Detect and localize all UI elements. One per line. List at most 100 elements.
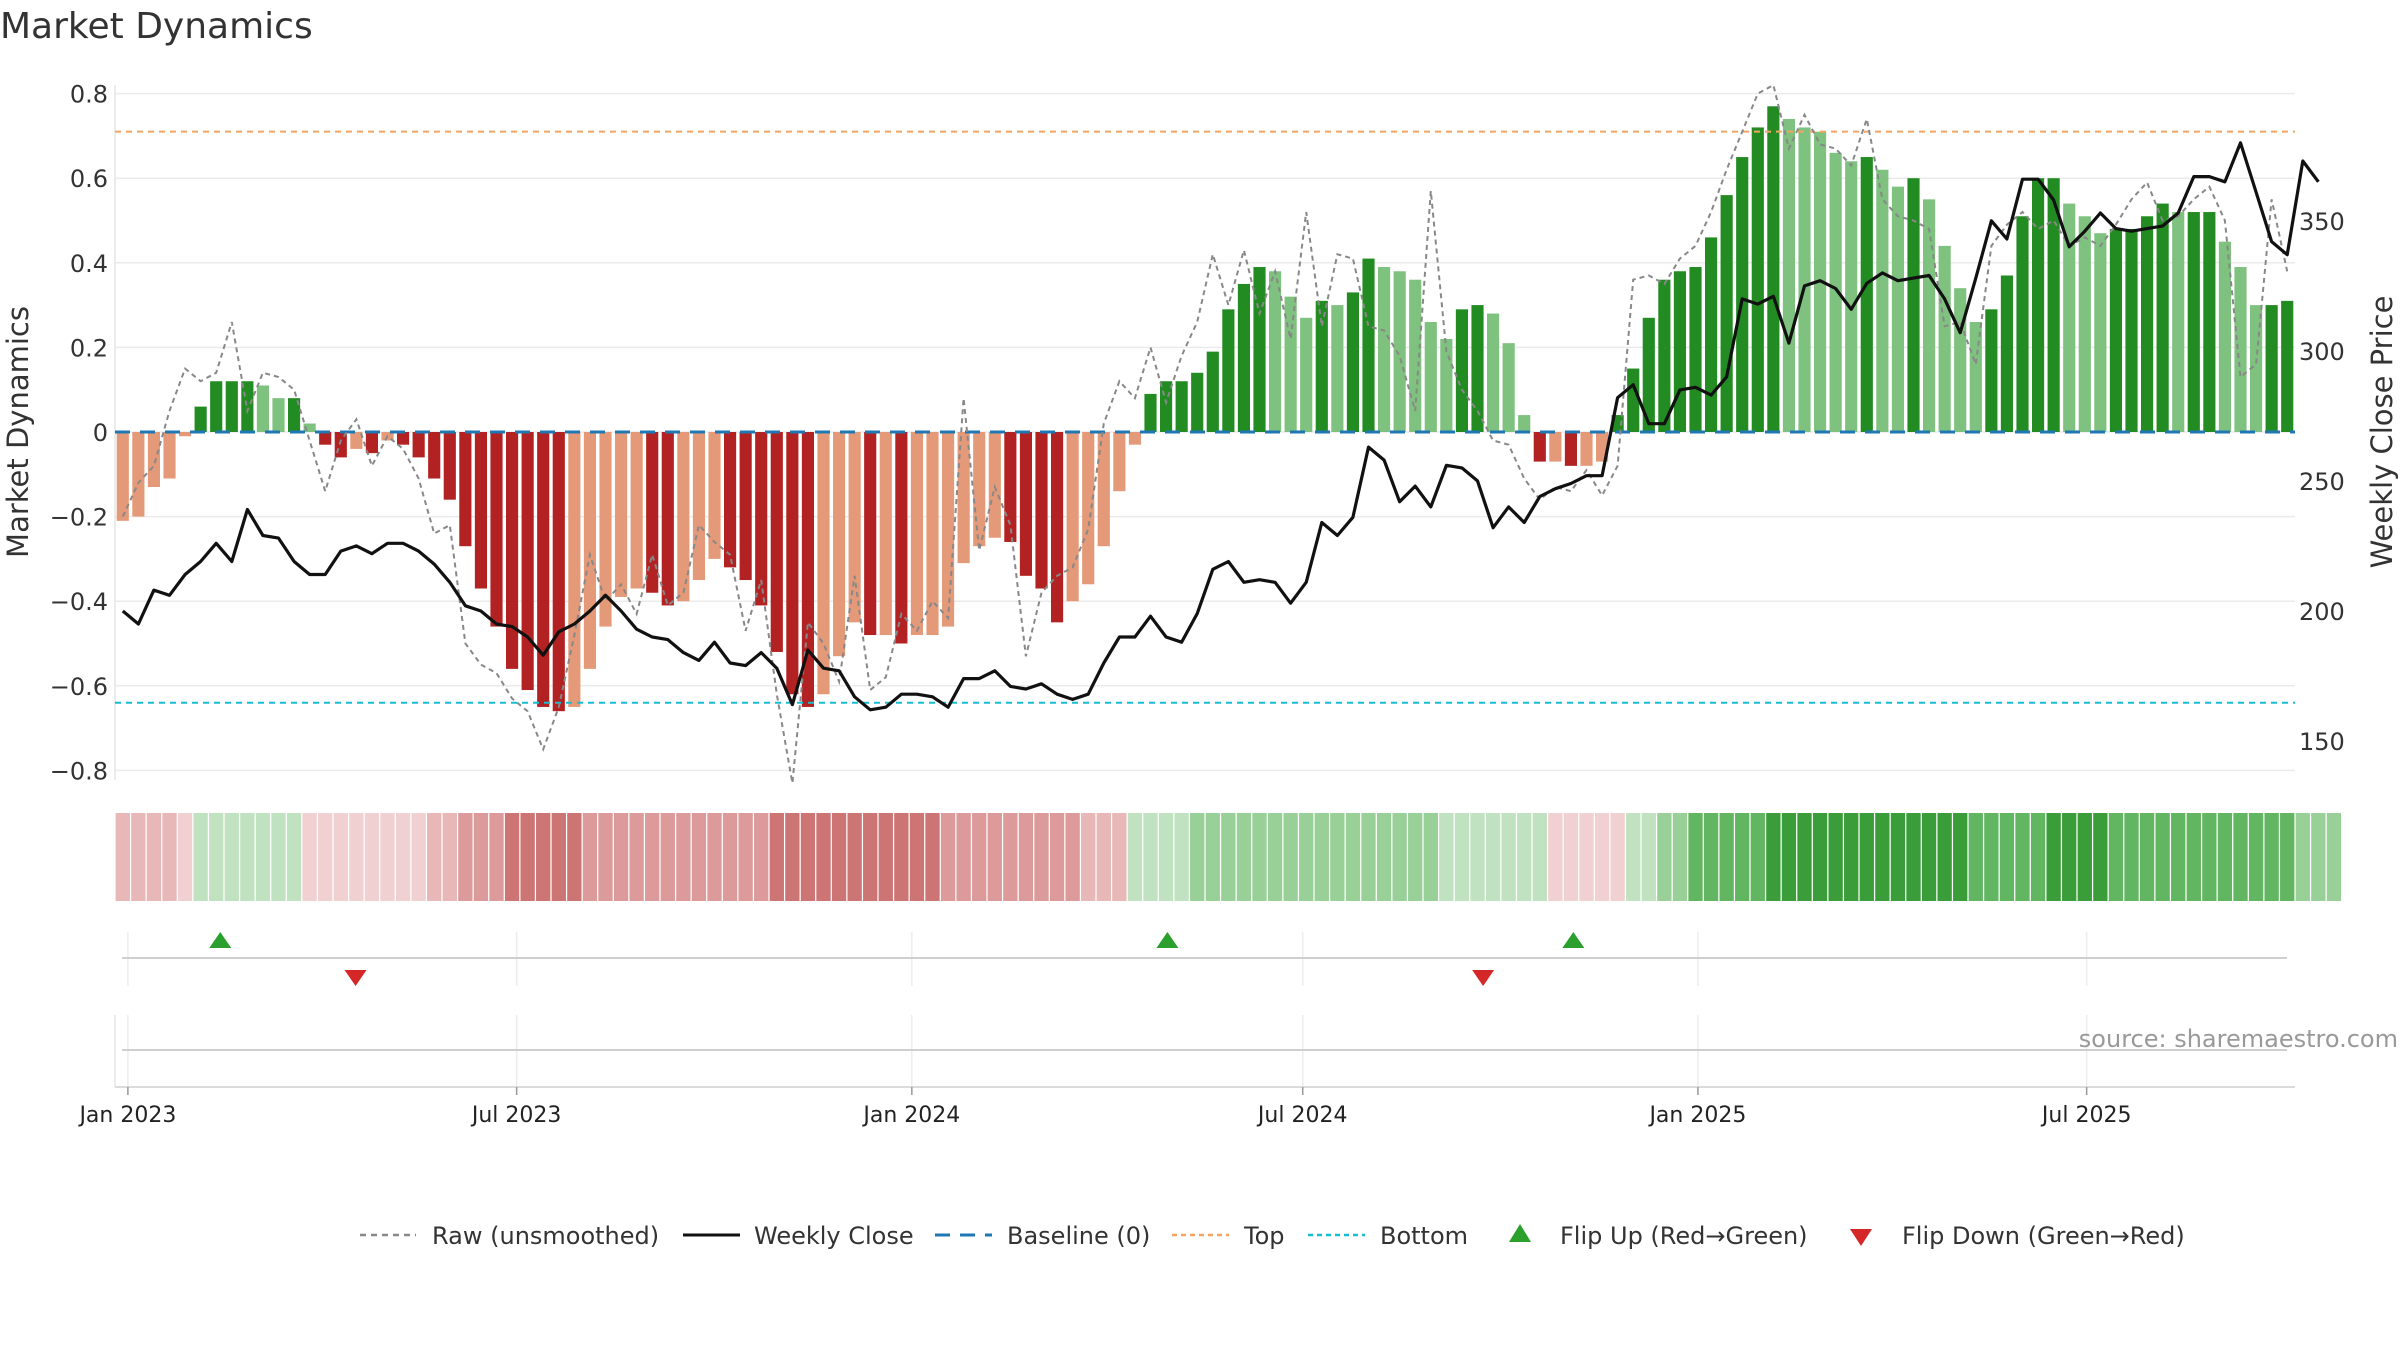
regime-cell (660, 813, 675, 901)
dynamics-bar (1160, 381, 1173, 432)
dynamics-bar (1471, 305, 1484, 432)
regime-cell (2077, 813, 2092, 901)
regime-cell (458, 813, 473, 901)
regime-cell (1174, 813, 1189, 901)
regime-cell (1501, 813, 1516, 901)
dynamics-bar (957, 432, 970, 564)
regime-cell (1719, 813, 1734, 901)
legend: Raw (unsmoothed) Weekly Close Baseline (… (360, 1222, 2185, 1250)
dynamics-bar (537, 432, 550, 707)
dynamics-bar (2016, 216, 2029, 432)
dynamics-bar (864, 432, 877, 636)
dynamics-bar (1705, 237, 1718, 432)
regime-cell (722, 813, 738, 901)
regime-cell (972, 813, 987, 901)
dynamics-bar (2265, 305, 2278, 432)
dynamics-bar (1518, 415, 1531, 432)
dynamics-bar (1362, 258, 1375, 432)
dynamics-bar (303, 423, 316, 432)
dynamics-bar (770, 432, 783, 652)
dynamics-bar (1237, 283, 1251, 432)
dynamics-bar (459, 432, 472, 547)
regime-cell (1672, 813, 1688, 901)
regime-cell (380, 813, 395, 901)
regime-cell (442, 813, 457, 901)
threshold-lines (115, 130, 2295, 704)
dynamics-bar (1782, 118, 1796, 432)
regime-cell (1844, 813, 1859, 901)
regime-cell (1392, 813, 1407, 901)
regime-cell (1408, 813, 1423, 901)
regime-cell (2108, 813, 2124, 901)
dynamics-bar (1346, 292, 1360, 432)
dynamics-bar (1487, 313, 1500, 432)
y2-tick-label: 150 (2299, 728, 2345, 756)
regime-cell (754, 813, 769, 901)
regime-cell (1158, 813, 1174, 901)
regime-cell (240, 813, 255, 901)
regime-cell (1376, 813, 1392, 901)
regime-cell (598, 813, 613, 901)
dynamics-bar (739, 432, 752, 581)
dynamics-bar (272, 398, 285, 432)
regime-cell (738, 813, 753, 901)
regime-cell (255, 813, 271, 901)
regime-cell (1859, 813, 1874, 901)
dynamics-bar (1378, 267, 1391, 432)
regime-cell (1610, 813, 1625, 901)
regime-cell (1953, 813, 1968, 901)
dynamics-bar (490, 432, 503, 627)
regime-cell (816, 813, 831, 901)
dynamics-bar (552, 432, 565, 712)
y-tick-label: −0.8 (50, 757, 108, 785)
regime-cell (2155, 813, 2170, 901)
regime-cell (2015, 813, 2030, 901)
regime-cell (2233, 813, 2248, 901)
regime-cell (1221, 813, 1236, 901)
dynamics-bar (1331, 305, 1344, 432)
regime-cell (1127, 813, 1143, 901)
legend-baseline-label: Baseline (0) (1007, 1222, 1150, 1250)
dynamics-bar (1720, 195, 1733, 432)
y-tick-label: 0.8 (70, 81, 108, 109)
dynamics-bar (132, 432, 145, 517)
weekly-close-line (121, 141, 2320, 712)
dynamics-bar (319, 432, 332, 445)
dynamics-bar (1440, 338, 1453, 432)
dynamics-bar (646, 432, 659, 593)
regime-cell (536, 813, 551, 901)
dynamics-bar (2032, 178, 2045, 432)
regime-cell (427, 813, 442, 901)
dynamics-bar (879, 432, 892, 636)
legend-close-label: Weekly Close (754, 1222, 914, 1250)
dynamics-bar (848, 432, 861, 623)
dynamics-bar (1035, 432, 1048, 589)
dynamics-bar (1066, 432, 1079, 602)
y-tick-label: 0.4 (70, 250, 108, 278)
regime-cell (318, 813, 333, 901)
flip-markers-panel (122, 932, 2287, 986)
regime-cell (1594, 813, 1610, 901)
regime-cell (863, 813, 878, 901)
regime-cell (1470, 813, 1485, 901)
regime-cell (1003, 813, 1018, 901)
dynamics-bar (1222, 309, 1235, 432)
legend-flip-up-label: Flip Up (Red→Green) (1560, 1222, 1808, 1250)
dynamics-bar (474, 432, 488, 589)
dynamics-bar (2250, 305, 2263, 432)
dynamics-bar (147, 432, 161, 487)
regime-cell (2311, 813, 2326, 901)
regime-cell (473, 813, 489, 901)
dynamics-bar (2094, 233, 2107, 432)
regime-cell (1750, 813, 1765, 901)
regime-cell (131, 813, 146, 901)
regime-cell (2046, 813, 2061, 901)
regime-cell (1454, 813, 1470, 901)
dynamics-bar (1549, 432, 1562, 462)
regime-cell (115, 813, 130, 901)
regime-cell (2295, 813, 2310, 901)
regime-cell (1797, 813, 1812, 901)
y-tick-label: 0.6 (70, 165, 108, 193)
dynamics-bar (1876, 169, 1889, 433)
flip-up-marker (1156, 932, 1179, 948)
